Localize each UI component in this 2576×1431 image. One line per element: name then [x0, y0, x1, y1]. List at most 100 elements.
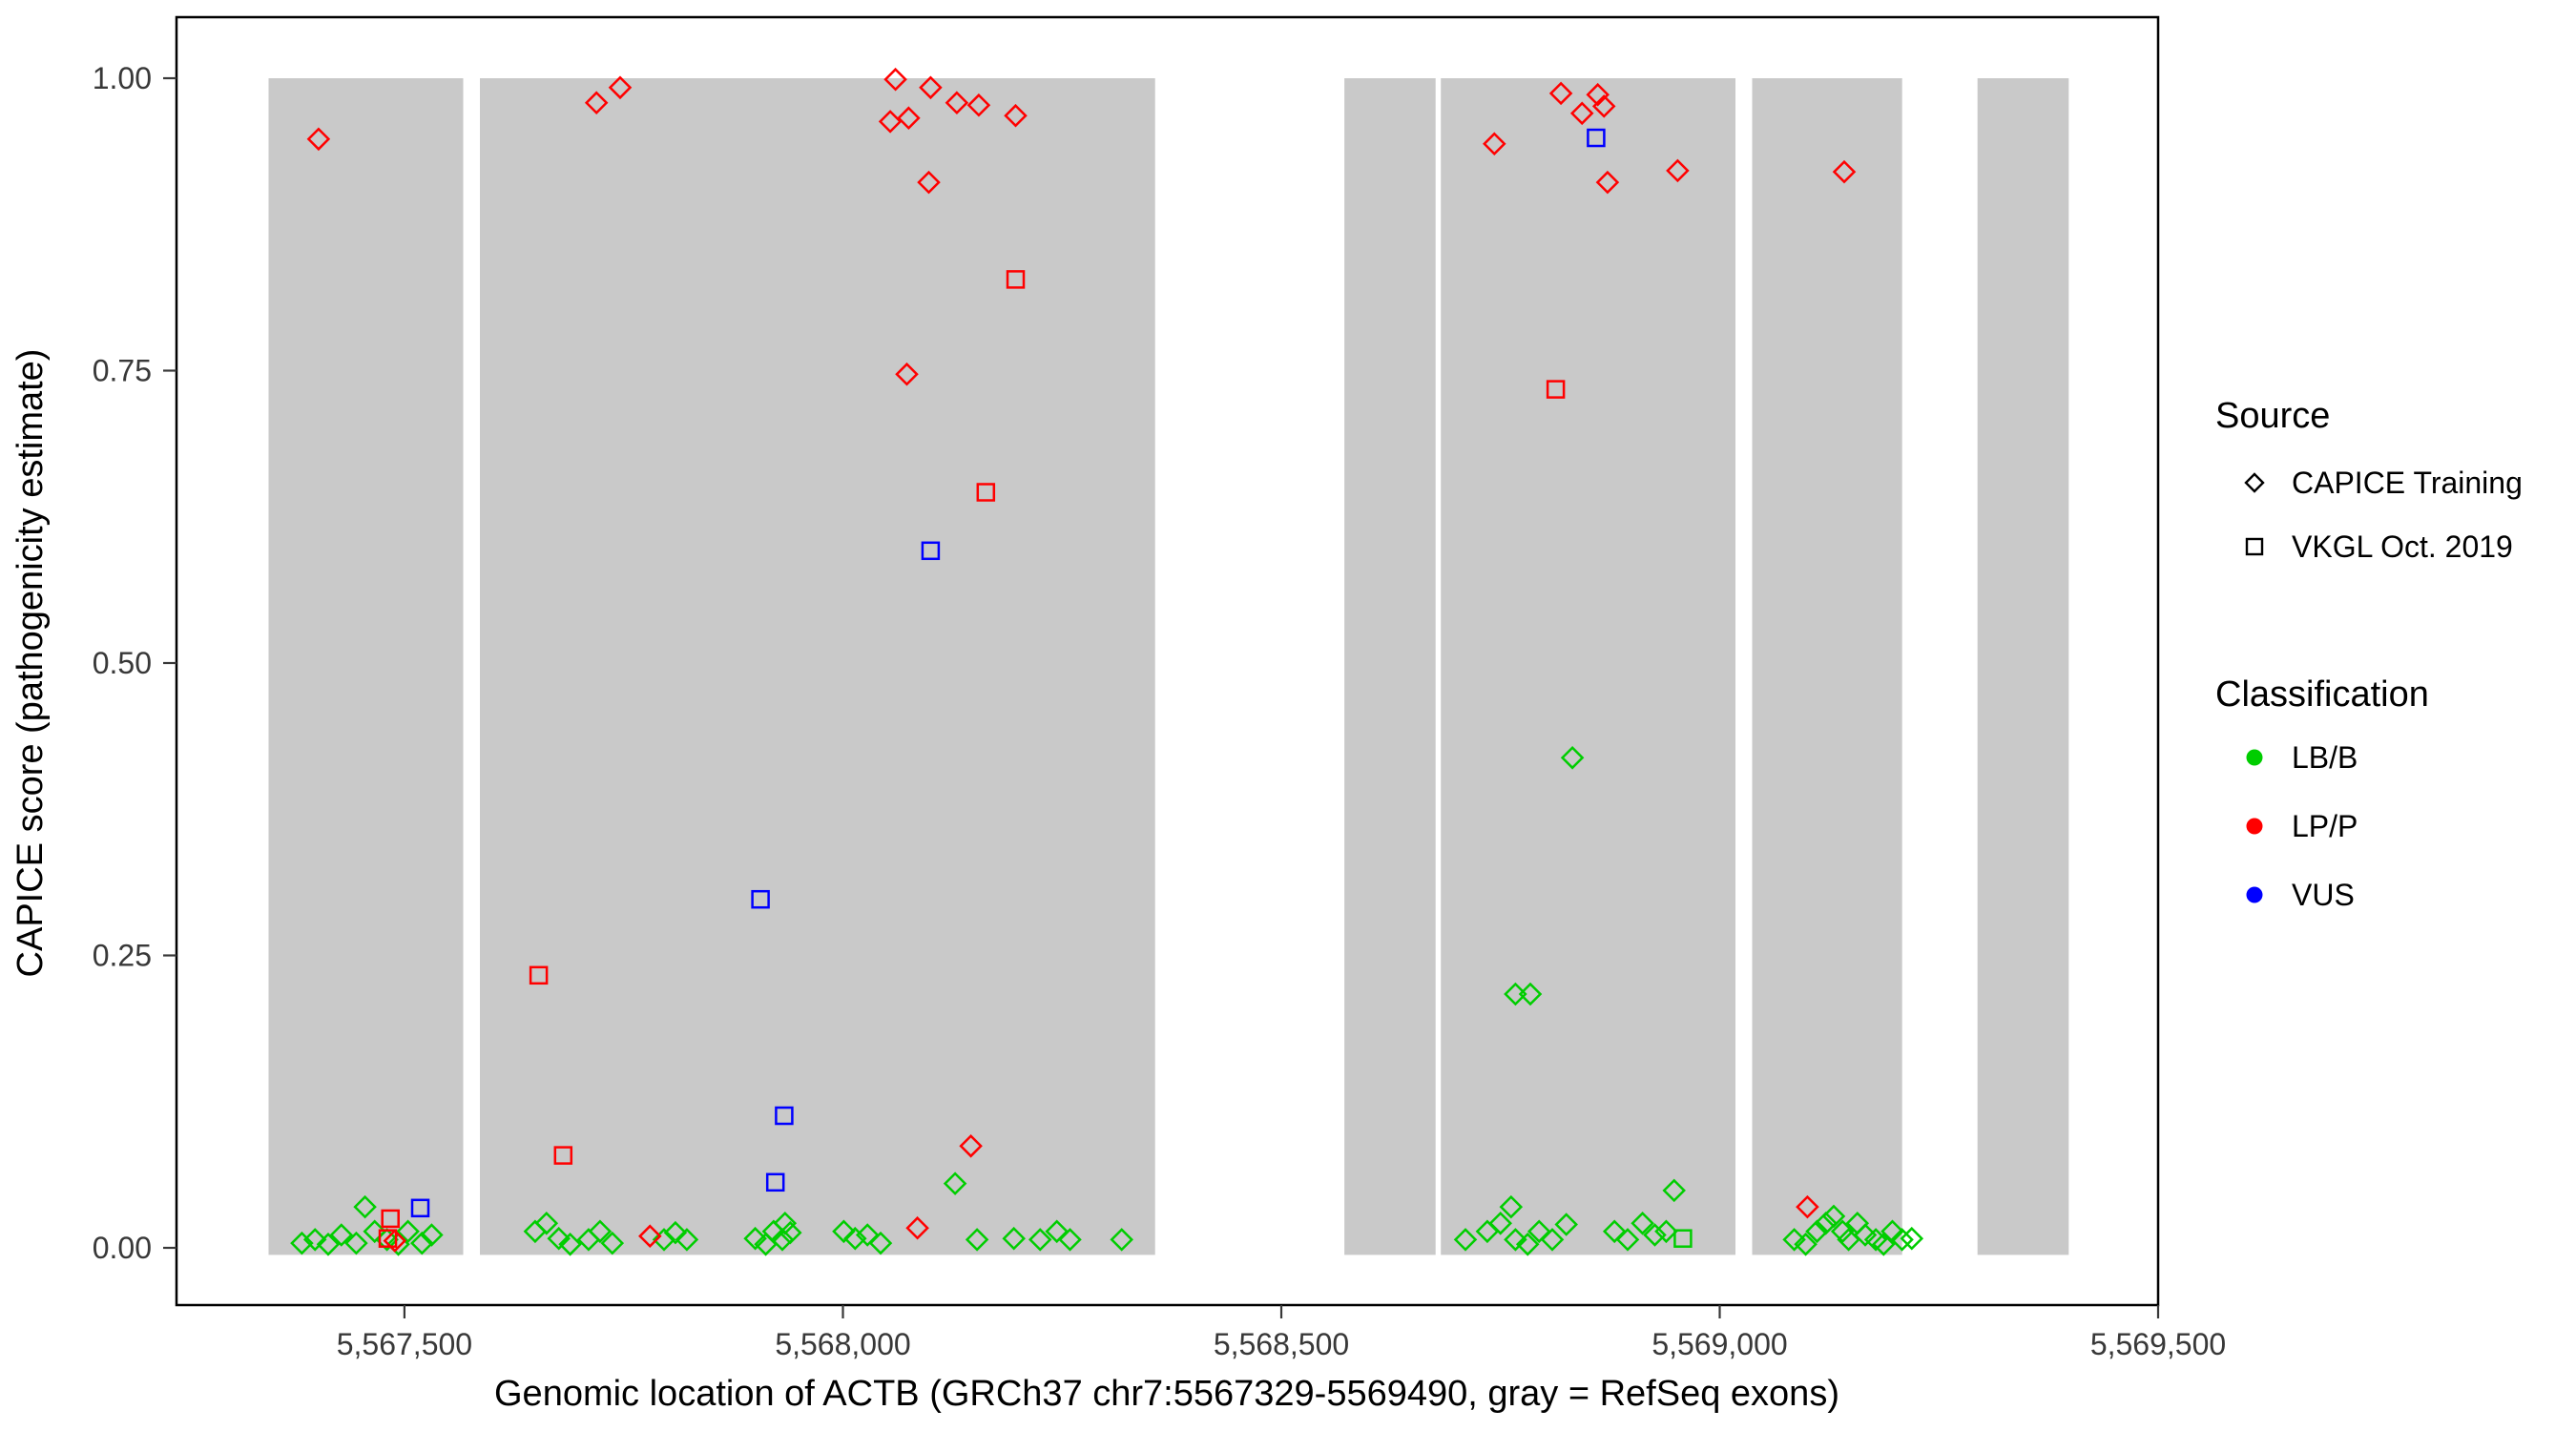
data-point-diamond: [353, 1194, 377, 1219]
data-point-diamond: [652, 1228, 676, 1252]
x-axis-title: Genomic location of ACTB (GRCh37 chr7:55…: [494, 1374, 1839, 1414]
data-point-diamond: [1453, 1228, 1478, 1252]
x-tick-label: 5,569,000: [1652, 1327, 1787, 1361]
data-point-diamond: [1586, 82, 1610, 107]
data-point-diamond: [1662, 1178, 1686, 1203]
data-point-diamond: [1058, 1228, 1082, 1252]
legend-item-capice-training: CAPICE Training: [2244, 466, 2523, 500]
data-point-diamond: [1631, 1212, 1654, 1235]
data-point-diamond: [410, 1231, 434, 1255]
x-axis: 5,567,500 5,568,000 5,568,500 5,569,000 5,56…: [337, 1305, 2226, 1361]
refseq-exon-band: [480, 78, 1155, 1255]
data-point-diamond: [558, 1233, 582, 1256]
refseq-exon-band: [268, 78, 464, 1255]
data-point-diamond: [1890, 1228, 1914, 1252]
data-point-diamond: [588, 1219, 613, 1244]
legend-capice-training-label: CAPICE Training: [2292, 466, 2523, 500]
data-point-square: [976, 483, 996, 502]
refseq-exon-band: [1977, 78, 2069, 1255]
legend-vkgl-label: VKGL Oct. 2019: [2292, 529, 2513, 564]
data-point-diamond: [959, 1134, 983, 1158]
data-point-diamond: [1900, 1226, 1924, 1251]
data-point-diamond: [1569, 101, 1594, 126]
data-point-square: [410, 1198, 430, 1218]
legend: Source CAPICE Training VKGL Oct. 2019 Cl…: [2215, 396, 2523, 912]
data-point-diamond: [773, 1212, 798, 1235]
diamond-symbol-icon: [2244, 472, 2265, 493]
data-point-diamond: [943, 1172, 967, 1195]
data-point-diamond: [897, 106, 921, 130]
data-point-diamond: [905, 1215, 929, 1240]
data-point-square: [765, 1172, 785, 1192]
data-point-diamond: [1805, 1219, 1829, 1244]
data-point-diamond: [1548, 81, 1573, 106]
data-point-diamond: [1796, 1194, 1819, 1219]
y-axis: 0.00 0.25 0.50 0.75 1.00: [93, 61, 177, 1265]
data-point-diamond: [1504, 1228, 1527, 1252]
data-point-square: [378, 1229, 398, 1248]
data-point-square: [529, 965, 549, 985]
data-point-square: [381, 1209, 400, 1229]
data-point-square: [921, 541, 941, 561]
legend-source-title: Source: [2215, 396, 2330, 436]
data-point-diamond: [329, 1223, 354, 1247]
data-point-square: [1587, 128, 1606, 148]
data-point-diamond: [638, 1224, 662, 1248]
legend-item-lpp: LP/P: [2246, 809, 2358, 843]
data-point-diamond: [1830, 1219, 1855, 1244]
legend-item-vkgl: VKGL Oct. 2019: [2245, 529, 2513, 564]
data-point-diamond: [1615, 1228, 1640, 1252]
data-points-layer: [290, 67, 1924, 1256]
y-tick-label: 0.75: [93, 354, 152, 388]
legend-lpp-label: LP/P: [2292, 809, 2358, 843]
data-point-diamond: [1540, 1228, 1565, 1252]
data-point-diamond: [663, 1220, 688, 1245]
data-point-diamond: [855, 1223, 880, 1247]
refseq-exon-band: [1441, 78, 1735, 1255]
y-tick-label: 0.25: [93, 939, 152, 973]
data-point-diamond: [420, 1223, 444, 1247]
data-point-square: [775, 1106, 794, 1126]
data-point-diamond: [1832, 159, 1857, 184]
data-point-diamond: [1595, 170, 1620, 195]
data-point-square: [1006, 270, 1026, 289]
data-point-diamond: [965, 1228, 989, 1252]
data-point-diamond: [316, 1233, 341, 1256]
data-point-square: [1673, 1229, 1693, 1248]
data-point-diamond: [547, 1226, 571, 1251]
data-point-diamond: [383, 1229, 407, 1253]
data-point-diamond: [1602, 1219, 1627, 1244]
data-point-diamond: [895, 362, 919, 386]
data-point-diamond: [1518, 982, 1543, 1006]
data-point-diamond: [1028, 1228, 1052, 1252]
x-tick-label: 5,567,500: [337, 1327, 472, 1361]
legend-lbb-label: LB/B: [2292, 740, 2358, 775]
y-axis-title: CAPICE score (pathogenicity estimate): [10, 349, 51, 978]
data-point-diamond: [966, 93, 991, 117]
data-point-diamond: [290, 1231, 314, 1255]
data-point-diamond: [344, 1231, 368, 1255]
data-point-diamond: [1560, 746, 1585, 770]
data-point-diamond: [878, 110, 903, 134]
y-tick-label: 0.50: [93, 646, 152, 680]
data-point-diamond: [608, 75, 633, 100]
data-point-square: [751, 889, 770, 909]
x-tick-label: 5,568,000: [775, 1327, 910, 1361]
data-point-diamond: [1554, 1213, 1578, 1236]
data-point-diamond: [843, 1226, 867, 1251]
data-point-diamond: [396, 1219, 420, 1244]
data-point-diamond: [1853, 1223, 1878, 1247]
lbb-color-swatch-icon: [2246, 749, 2263, 766]
plot-panel-border: [175, 15, 2160, 1307]
data-point-diamond: [306, 127, 331, 152]
data-point-diamond: [1782, 1228, 1806, 1252]
data-point-diamond: [1110, 1228, 1133, 1252]
data-point-diamond: [1591, 94, 1616, 118]
data-point-diamond: [1045, 1219, 1069, 1244]
data-point-diamond: [1527, 1219, 1551, 1244]
data-point-diamond: [779, 1220, 802, 1245]
refseq-exon-band: [1344, 78, 1436, 1255]
data-point-diamond: [917, 170, 941, 195]
data-point-diamond: [1488, 1212, 1512, 1235]
